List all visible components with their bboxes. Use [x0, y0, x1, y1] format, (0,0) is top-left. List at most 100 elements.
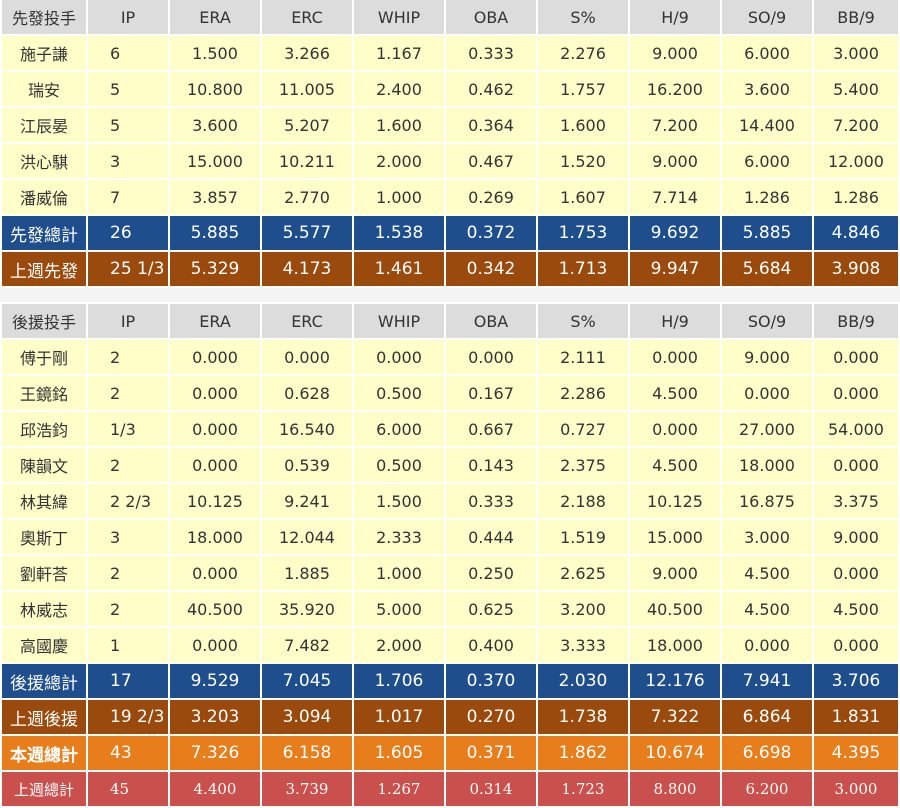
stat-oba: 0.370	[446, 664, 536, 700]
stat-s: 2.030	[538, 664, 628, 700]
table-row: 陳韻文 2 0.000 0.539 0.500 0.143 2.375 4.500 18.000…	[2, 448, 898, 484]
stat-ip: 2	[88, 592, 168, 628]
stat-era: 9.529	[170, 664, 260, 700]
stat-h9: 4.500	[630, 376, 720, 412]
stat-h9: 10.125	[630, 484, 720, 520]
stat-whip: 0.500	[354, 376, 444, 412]
stat-so9: 3.600	[722, 72, 812, 108]
stat-s: 1.862	[538, 736, 628, 772]
stat-bb9: 54.000	[814, 412, 898, 448]
table-row: 江辰晏 5 3.600 5.207 1.600 0.364 1.600 7.200 14.400…	[2, 108, 898, 144]
stat-s: 1.738	[538, 700, 628, 736]
stat-so9: 6.000	[722, 36, 812, 72]
stat-oba: 0.371	[446, 736, 536, 772]
stat-oba: 0.667	[446, 412, 536, 448]
stat-ip: 45	[88, 772, 168, 808]
stat-erc: 5.207	[262, 108, 352, 144]
column-header-erc: ERC	[262, 304, 352, 340]
pitcher-name: 先發總計	[2, 216, 86, 252]
stat-erc: 0.000	[262, 340, 352, 376]
column-header-bb9: BB/9	[814, 0, 898, 36]
stat-so9: 6.864	[722, 700, 812, 736]
stat-bb9: 4.395	[814, 736, 898, 772]
table-row: 高國慶 1 0.000 7.482 2.000 0.400 3.333 18.000 0.000…	[2, 628, 898, 664]
stat-ip: 3	[88, 520, 168, 556]
stat-ip: 17	[88, 664, 168, 700]
pitcher-name: 傅于剛	[2, 340, 86, 376]
stat-erc: 5.577	[262, 216, 352, 252]
stat-s: 1.723	[538, 772, 628, 808]
stat-bb9: 5.400	[814, 72, 898, 108]
stat-ip: 5	[88, 108, 168, 144]
pitcher-name: 劉軒荅	[2, 556, 86, 592]
stat-bb9: 4.500	[814, 592, 898, 628]
column-header-bb9: BB/9	[814, 304, 898, 340]
stat-bb9: 12.000	[814, 144, 898, 180]
column-header-h9: H/9	[630, 0, 720, 36]
stat-erc: 0.628	[262, 376, 352, 412]
stat-oba: 0.625	[446, 592, 536, 628]
stat-whip: 1.167	[354, 36, 444, 72]
stat-so9: 9.000	[722, 340, 812, 376]
stat-era: 5.885	[170, 216, 260, 252]
stat-h9: 10.674	[630, 736, 720, 772]
stat-ip: 1	[88, 628, 168, 664]
stat-so9: 3.000	[722, 520, 812, 556]
stat-whip: 1.461	[354, 252, 444, 288]
table-row: 邱浩鈞 1/3 0.000 16.540 6.000 0.667 0.727 0.000 27.…	[2, 412, 898, 448]
column-header-s: S%	[538, 304, 628, 340]
stat-s: 3.200	[538, 592, 628, 628]
stat-so9: 16.875	[722, 484, 812, 520]
stat-oba: 0.000	[446, 340, 536, 376]
stat-oba: 0.333	[446, 484, 536, 520]
stat-so9: 18.000	[722, 448, 812, 484]
stat-h9: 40.500	[630, 592, 720, 628]
stat-s: 1.607	[538, 180, 628, 216]
stat-bb9: 3.908	[814, 252, 898, 288]
header-row: 先發投手 IP ERA ERC WHIP OBA S% H/9 SO/9 BB/9	[2, 0, 898, 36]
starters-table: 先發投手 IP ERA ERC WHIP OBA S% H/9 SO/9 BB/9 施子謙 6 1.50…	[0, 0, 900, 288]
pitcher-name: 瑞安	[2, 72, 86, 108]
stat-era: 15.000	[170, 144, 260, 180]
starters-total-row: 先發總計 26 5.885 5.577 1.538 0.372 1.753 9.692 5.88…	[2, 216, 898, 252]
stat-whip: 1.000	[354, 180, 444, 216]
stat-s: 0.727	[538, 412, 628, 448]
stat-era: 3.600	[170, 108, 260, 144]
pitcher-name: 王鏡銘	[2, 376, 86, 412]
pitcher-name: 施子謙	[2, 36, 86, 72]
stat-oba: 0.372	[446, 216, 536, 252]
column-header-era: ERA	[170, 0, 260, 36]
stat-h9: 8.800	[630, 772, 720, 808]
stat-ip: 2 2/3	[88, 484, 168, 520]
stat-ip: 2	[88, 376, 168, 412]
stat-ip: 2	[88, 340, 168, 376]
stat-erc: 12.044	[262, 520, 352, 556]
stat-bb9: 0.000	[814, 340, 898, 376]
pitcher-name: 潘威倫	[2, 180, 86, 216]
stat-bb9: 1.831	[814, 700, 898, 736]
stat-so9: 6.698	[722, 736, 812, 772]
stat-h9: 9.692	[630, 216, 720, 252]
stat-h9: 4.500	[630, 448, 720, 484]
stat-h9: 9.000	[630, 144, 720, 180]
stat-ip: 7	[88, 180, 168, 216]
table-row: 洪心騏 3 15.000 10.211 2.000 0.467 1.520 9.000 6.00…	[2, 144, 898, 180]
stat-whip: 1.605	[354, 736, 444, 772]
column-header-whip: WHIP	[354, 304, 444, 340]
pitcher-name: 上週先發	[2, 252, 86, 288]
stat-erc: 1.885	[262, 556, 352, 592]
stat-h9: 7.200	[630, 108, 720, 144]
stat-oba: 0.467	[446, 144, 536, 180]
stat-bb9: 1.286	[814, 180, 898, 216]
stat-bb9: 4.846	[814, 216, 898, 252]
stat-ip: 2	[88, 448, 168, 484]
stat-ip: 19 2/3	[88, 700, 168, 736]
stat-so9: 7.941	[722, 664, 812, 700]
stat-bb9: 0.000	[814, 628, 898, 664]
stat-bb9: 3.706	[814, 664, 898, 700]
table-row: 劉軒荅 2 0.000 1.885 1.000 0.250 2.625 9.000 4.500 0…	[2, 556, 898, 592]
stat-era: 18.000	[170, 520, 260, 556]
stat-ip: 25 1/3	[88, 252, 168, 288]
stat-oba: 0.364	[446, 108, 536, 144]
stat-whip: 6.000	[354, 412, 444, 448]
